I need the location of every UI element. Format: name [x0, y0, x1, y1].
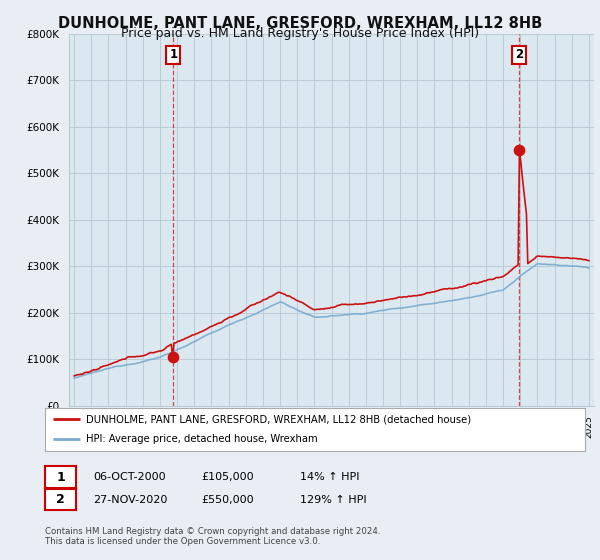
- Text: This data is licensed under the Open Government Licence v3.0.: This data is licensed under the Open Gov…: [45, 538, 320, 547]
- Text: HPI: Average price, detached house, Wrexham: HPI: Average price, detached house, Wrex…: [86, 434, 317, 444]
- Text: DUNHOLME, PANT LANE, GRESFORD, WREXHAM, LL12 8HB: DUNHOLME, PANT LANE, GRESFORD, WREXHAM, …: [58, 16, 542, 31]
- Text: 14% ↑ HPI: 14% ↑ HPI: [300, 472, 359, 482]
- Text: 2: 2: [56, 493, 65, 506]
- Text: 1: 1: [169, 49, 178, 62]
- Text: £105,000: £105,000: [201, 472, 254, 482]
- Text: £550,000: £550,000: [201, 494, 254, 505]
- Text: 27-NOV-2020: 27-NOV-2020: [93, 494, 167, 505]
- Text: 06-OCT-2000: 06-OCT-2000: [93, 472, 166, 482]
- Text: Price paid vs. HM Land Registry's House Price Index (HPI): Price paid vs. HM Land Registry's House …: [121, 27, 479, 40]
- Text: Contains HM Land Registry data © Crown copyright and database right 2024.: Contains HM Land Registry data © Crown c…: [45, 526, 380, 536]
- Point: [169, 353, 178, 362]
- Text: 129% ↑ HPI: 129% ↑ HPI: [300, 494, 367, 505]
- Point: [514, 146, 524, 155]
- Text: 2: 2: [515, 49, 523, 62]
- Text: 1: 1: [56, 470, 65, 484]
- Text: DUNHOLME, PANT LANE, GRESFORD, WREXHAM, LL12 8HB (detached house): DUNHOLME, PANT LANE, GRESFORD, WREXHAM, …: [86, 414, 470, 424]
